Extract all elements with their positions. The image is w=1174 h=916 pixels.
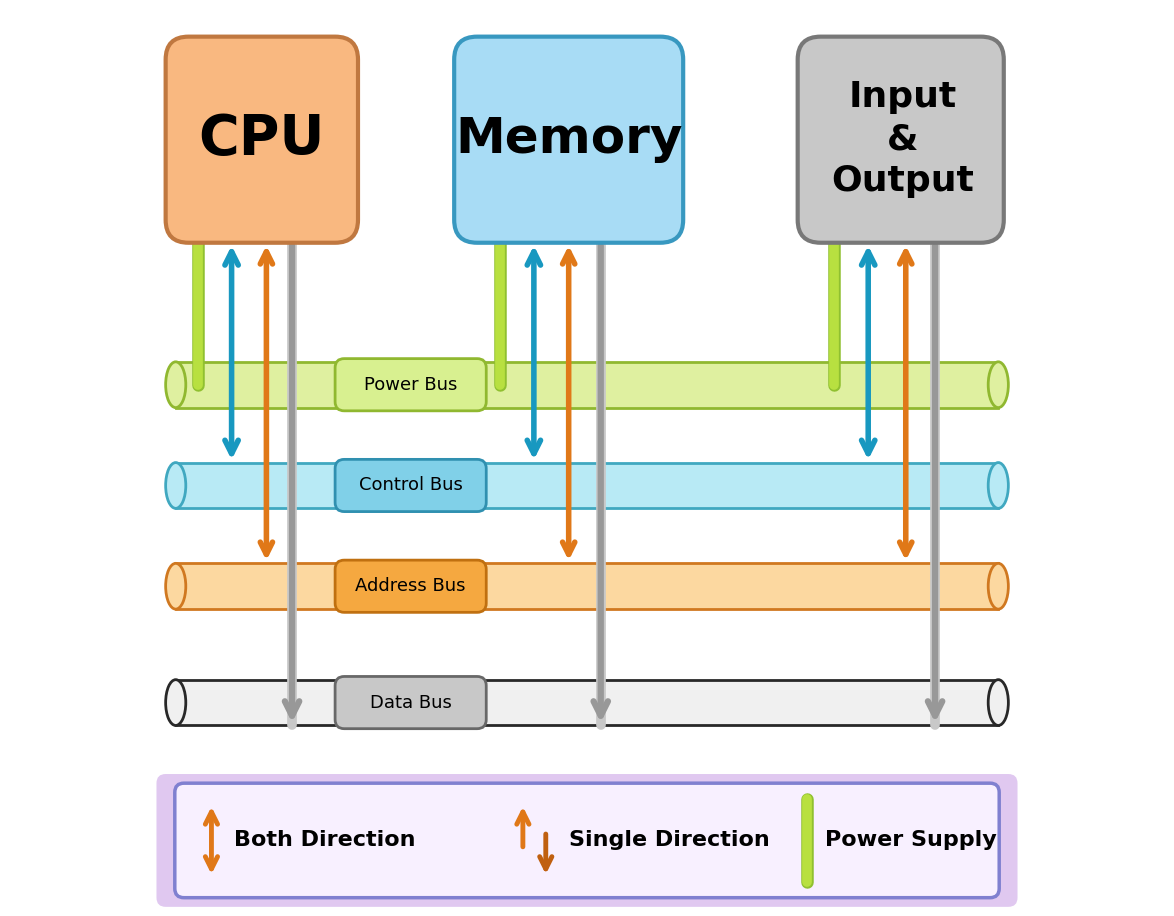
Text: Input
&
Output: Input & Output (831, 80, 974, 199)
FancyBboxPatch shape (156, 774, 1018, 907)
FancyBboxPatch shape (175, 783, 999, 898)
FancyBboxPatch shape (166, 37, 358, 243)
FancyBboxPatch shape (176, 362, 998, 408)
Ellipse shape (989, 563, 1008, 609)
FancyBboxPatch shape (335, 358, 486, 410)
Text: Data Bus: Data Bus (370, 693, 452, 712)
Text: CPU: CPU (198, 113, 325, 166)
Text: Memory: Memory (456, 115, 682, 163)
FancyBboxPatch shape (335, 676, 486, 729)
Text: Single Direction: Single Direction (568, 831, 769, 850)
FancyBboxPatch shape (797, 37, 1004, 243)
FancyBboxPatch shape (454, 37, 683, 243)
FancyBboxPatch shape (176, 680, 998, 725)
Ellipse shape (166, 463, 185, 508)
FancyBboxPatch shape (335, 460, 486, 512)
Ellipse shape (989, 680, 1008, 725)
Text: Power Bus: Power Bus (364, 376, 458, 394)
Ellipse shape (166, 563, 185, 609)
Ellipse shape (989, 362, 1008, 408)
Text: Address Bus: Address Bus (356, 577, 466, 595)
Text: Power Supply: Power Supply (825, 831, 997, 850)
FancyBboxPatch shape (176, 463, 998, 508)
Ellipse shape (989, 463, 1008, 508)
Ellipse shape (166, 680, 185, 725)
FancyBboxPatch shape (335, 561, 486, 613)
Text: Control Bus: Control Bus (359, 476, 463, 495)
Text: Both Direction: Both Direction (235, 831, 416, 850)
FancyBboxPatch shape (176, 563, 998, 609)
Ellipse shape (166, 362, 185, 408)
